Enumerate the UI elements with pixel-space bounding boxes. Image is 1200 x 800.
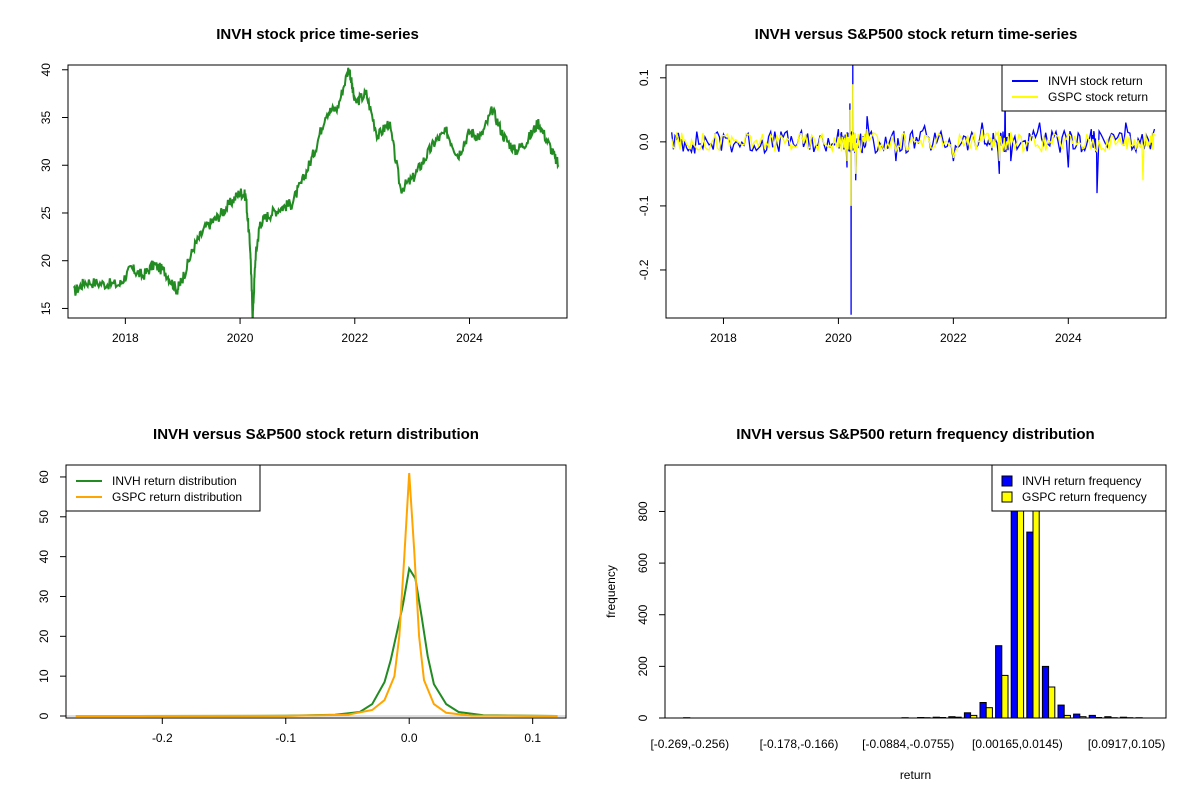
y-tick-label: 60 (37, 470, 51, 484)
y-axis-title: frequency (604, 565, 618, 618)
plot-frame (65, 464, 567, 719)
series-line (75, 565, 558, 717)
y-tick-label: 0.0 (637, 133, 651, 150)
x-tick-label: [0.00165,0.0145) (972, 737, 1063, 751)
chart-title: INVH stock price time-series (216, 26, 419, 43)
y-tick-label: 50 (37, 510, 51, 524)
x-tick-label: [-0.178,-0.166) (760, 737, 839, 751)
legend-label: GSPC return frequency (1022, 490, 1147, 504)
bar (1088, 714, 1096, 718)
legend: INVH return frequency GSPC return frequen… (991, 464, 1167, 512)
legend-label: INVH stock return (1048, 74, 1143, 88)
legend-swatch (1001, 491, 1013, 503)
y-tick-label: -0.2 (637, 259, 651, 280)
bar (1048, 686, 1056, 718)
legend-label: INVH return distribution (112, 474, 237, 488)
y-tick-label: 0.1 (637, 69, 651, 86)
plot-frame (67, 64, 568, 319)
x-tick-label: 2024 (1055, 331, 1082, 345)
y-tick-label: 400 (636, 604, 650, 624)
return-frequency-panel: INVH versus S&P500 return frequency dist… (604, 426, 1167, 782)
legend-box (991, 464, 1167, 512)
bar (1073, 713, 1081, 718)
x-tick-label: 0.1 (524, 731, 541, 745)
plot-area (72, 67, 560, 318)
x-tick-label: 2018 (112, 331, 139, 345)
plot-area (66, 472, 566, 717)
x-tick-label: 2020 (227, 331, 254, 345)
y-tick-label: 40 (39, 63, 53, 77)
bar (995, 645, 1003, 718)
legend-swatch (1001, 475, 1013, 487)
bar (979, 702, 987, 718)
y-tick-label: 15 (39, 301, 53, 315)
plot-frame (665, 64, 1167, 319)
x-tick-label: 2024 (456, 331, 483, 345)
series-line (72, 67, 560, 318)
y-tick-label: 25 (39, 206, 53, 220)
y-tick-label: 10 (37, 669, 51, 683)
return-distribution-panel: INVH versus S&P500 stock return distribu… (37, 426, 567, 745)
bar (985, 707, 993, 718)
legend: INVH return distribution GSPC return dist… (65, 464, 261, 512)
y-tick-label: 35 (39, 111, 53, 125)
x-axis-title: return (900, 768, 931, 782)
plot-area (671, 65, 1156, 315)
x-tick-label: 0.0 (401, 731, 418, 745)
bar (1063, 714, 1071, 718)
plot-frame (664, 464, 1167, 719)
legend: INVH stock return GSPC stock return (1001, 64, 1167, 112)
x-tick-label: 2020 (825, 331, 852, 345)
bar (1026, 531, 1034, 718)
y-tick-label: 200 (636, 656, 650, 676)
series-line (671, 84, 1156, 206)
legend-label: GSPC return distribution (112, 490, 242, 504)
chart-title: INVH versus S&P500 stock return time-ser… (755, 26, 1078, 43)
bar (1079, 716, 1087, 718)
y-tick-label: 600 (636, 553, 650, 573)
x-tick-label: 2022 (940, 331, 967, 345)
y-tick-label: 40 (37, 550, 51, 564)
y-tick-label: 20 (37, 629, 51, 643)
x-tick-label: [0.0917,0.105) (1088, 737, 1165, 751)
y-tick-label: 800 (636, 501, 650, 521)
y-tick-label: 0 (636, 714, 650, 721)
bar (1032, 495, 1040, 718)
x-tick-label: 2022 (341, 331, 368, 345)
series-line (75, 472, 558, 717)
legend-box (1001, 64, 1167, 112)
legend-label: INVH return frequency (1022, 474, 1141, 488)
chart-title: INVH versus S&P500 stock return distribu… (153, 426, 479, 443)
price-timeseries-panel: INVH stock price time-series 2018 2020 2022… (39, 26, 568, 345)
bar (1010, 492, 1018, 718)
bar (1001, 674, 1009, 718)
chart-title: INVH versus S&P500 return frequency dist… (736, 426, 1094, 443)
bar (963, 712, 972, 718)
legend-label: GSPC stock return (1048, 90, 1148, 104)
return-timeseries-panel: INVH versus S&P500 stock return time-ser… (637, 26, 1167, 345)
bar (1041, 665, 1050, 718)
legend-box (65, 464, 261, 512)
bar (970, 714, 978, 718)
x-tick-label: [-0.269,-0.256) (650, 737, 729, 751)
x-tick-label: 2018 (710, 331, 737, 345)
y-tick-label: 30 (37, 589, 51, 603)
x-tick-label: -0.1 (275, 731, 296, 745)
x-tick-label: [-0.0884,-0.0755) (862, 737, 954, 751)
y-tick-label: 30 (39, 158, 53, 172)
y-tick-label: -0.1 (637, 195, 651, 216)
y-tick-label: 20 (39, 254, 53, 268)
bar (1057, 704, 1065, 718)
x-tick-label: -0.2 (152, 731, 173, 745)
y-tick-label: 0 (37, 712, 51, 719)
